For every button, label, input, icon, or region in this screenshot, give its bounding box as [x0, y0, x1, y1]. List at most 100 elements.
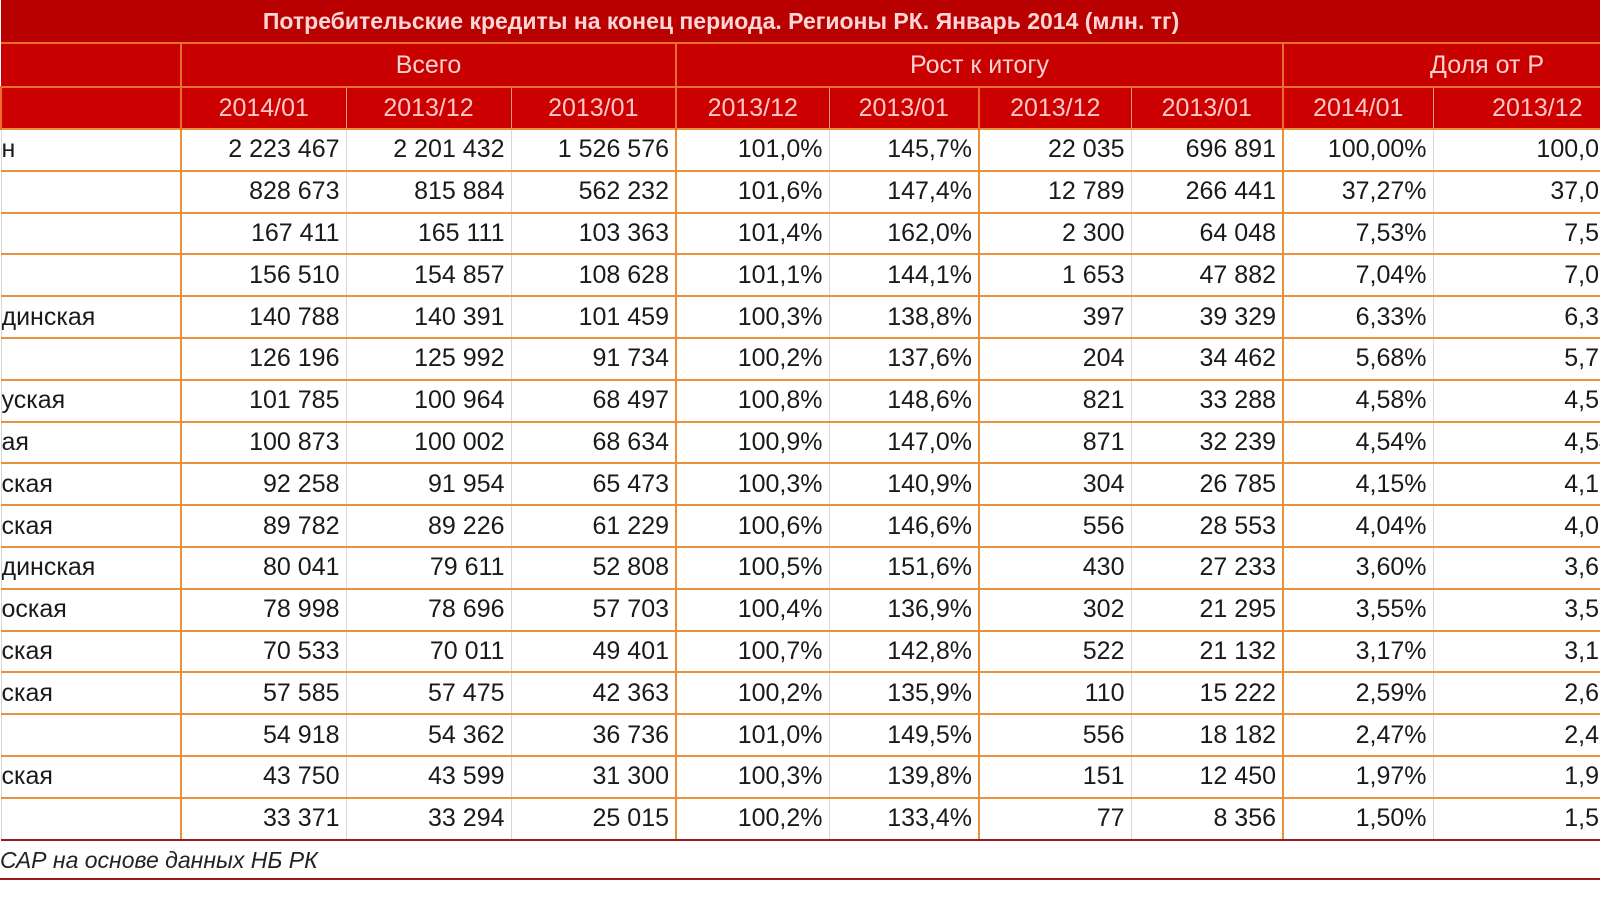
table-cell: 28 553 [1130, 504, 1283, 547]
table-cell: 815 884 [345, 169, 511, 213]
table-row: 156 510 154 857 108 628 101,1% 144,1% 1 653 47… [0, 253, 1600, 297]
table-cell: 100,6% [675, 504, 829, 547]
table-cell: 144,1% [828, 253, 979, 297]
table-row: ская 92 258 91 954 65 473 100,3% 140,9% 304 26 … [0, 462, 1600, 506]
table-cell: 4,18% [1432, 462, 1600, 506]
table-row: динская 80 041 79 611 52 808 100,5% 151,6% 430… [0, 545, 1600, 589]
table-cell: 204 [978, 336, 1131, 380]
table-cell: 828 673 [180, 169, 346, 213]
table-cell: 101,6% [675, 169, 829, 213]
column-header: 2013/12 [345, 87, 511, 129]
group-header-total: Всего [180, 43, 676, 88]
table-cell: 65 473 [510, 462, 676, 506]
table-cell: 2,59% [1282, 671, 1433, 715]
table-row: ая 100 873 100 002 68 634 100,9% 147,0% 871 32 … [0, 420, 1600, 464]
region-header [1, 43, 181, 88]
table-cell: 39 329 [1130, 295, 1283, 338]
table-cell: 31 300 [510, 754, 676, 798]
region-name [0, 796, 181, 841]
table-cell: 4,04% [1282, 504, 1433, 547]
table-cell: 68 634 [510, 420, 676, 464]
table-cell: 52 808 [510, 545, 676, 589]
table-cell: 70 533 [180, 629, 346, 673]
table-title: Потребительские кредиты на конец периода… [1, 0, 1600, 44]
table-cell: 151 [978, 754, 1131, 798]
table-cell: 100 964 [345, 378, 511, 422]
table-cell: 151,6% [828, 545, 979, 589]
column-header: 2013/12 [1432, 87, 1600, 129]
region-name: уская [0, 378, 181, 422]
table-cell: 5,72% [1432, 336, 1600, 380]
column-header: 2013/01 [1130, 87, 1283, 129]
table-cell: 125 992 [345, 336, 511, 380]
table-cell: 57 475 [345, 671, 511, 715]
table-cell: 33 294 [345, 796, 511, 841]
table-cell: 1 526 576 [510, 128, 676, 171]
table-cell: 110 [978, 671, 1131, 715]
table-cell: 165 111 [345, 211, 511, 255]
region-name: ская [0, 504, 181, 547]
table-cell: 89 782 [180, 504, 346, 547]
table-cell: 147,0% [828, 420, 979, 464]
region-name: оская [0, 587, 181, 631]
table-cell: 1,98% [1432, 754, 1600, 798]
table-cell: 302 [978, 587, 1131, 631]
table-cell: 33 288 [1130, 378, 1283, 422]
table-cell: 136,9% [828, 587, 979, 631]
region-name [0, 253, 181, 297]
table-row: 54 918 54 362 36 736 101,0% 149,5% 556 18 182 2… [0, 713, 1600, 756]
table-cell: 68 497 [510, 378, 676, 422]
table-cell: 100,00% [1282, 128, 1433, 171]
table-row: 828 673 815 884 562 232 101,6% 147,4% 12 789 2… [0, 169, 1600, 213]
table-cell: 162,0% [828, 211, 979, 255]
table-cell: 3,62% [1432, 545, 1600, 589]
table-cell: 138,8% [828, 295, 979, 338]
table-row: 33 371 33 294 25 015 100,2% 133,4% 77 8 356 1,5… [0, 796, 1600, 841]
table-cell: 54 362 [345, 713, 511, 756]
table-cell: 4,05% [1432, 504, 1600, 547]
table-cell: 142,8% [828, 629, 979, 673]
table-cell: 430 [978, 545, 1131, 589]
table-cell: 871 [978, 420, 1131, 464]
table-cell: 101 785 [180, 378, 346, 422]
table-cell: 79 611 [345, 545, 511, 589]
table-cell: 146,6% [828, 504, 979, 547]
table-cell: 3,55% [1282, 587, 1433, 631]
table-row: уская 101 785 100 964 68 497 100,8% 148,6% 821… [0, 378, 1600, 422]
region-name: динская [0, 295, 181, 338]
table-cell: 78 696 [345, 587, 511, 631]
table-cell: 25 015 [510, 796, 676, 841]
table-cell: 4,15% [1282, 462, 1433, 506]
table-row: динская 140 788 140 391 101 459 100,3% 138,8%… [0, 295, 1600, 338]
table-cell: 43 599 [345, 754, 511, 798]
region-name: ская [0, 754, 181, 798]
table-cell: 37,06% [1432, 169, 1600, 213]
table-cell: 167 411 [180, 211, 346, 255]
table-cell: 47 882 [1130, 253, 1283, 297]
table-cell: 397 [978, 295, 1131, 338]
table-cell: 4,54% [1432, 420, 1600, 464]
table-cell: 89 226 [345, 504, 511, 547]
table-cell: 7,50% [1432, 211, 1600, 255]
table-cell: 43 750 [180, 754, 346, 798]
table-cell: 100,4% [675, 587, 829, 631]
table-cell: 101,0% [675, 128, 829, 171]
table-cell: 108 628 [510, 253, 676, 297]
region-name [0, 713, 181, 756]
table-cell: 26 785 [1130, 462, 1283, 506]
table-cell: 18 182 [1130, 713, 1283, 756]
table-cell: 2,47% [1432, 713, 1600, 756]
region-subheader [0, 87, 181, 129]
table-cell: 77 [978, 796, 1131, 841]
table-cell: 64 048 [1130, 211, 1283, 255]
table-cell: 7,04% [1282, 253, 1433, 297]
table-cell: 266 441 [1130, 169, 1283, 213]
table-row: ская 43 750 43 599 31 300 100,3% 139,8% 151 12 … [0, 754, 1600, 798]
table-cell: 556 [978, 713, 1131, 756]
table-cell: 100 873 [180, 420, 346, 464]
table-cell: 2,61% [1432, 671, 1600, 715]
table-cell: 7,03% [1432, 253, 1600, 297]
table-cell: 70 011 [345, 629, 511, 673]
table-cell: 12 789 [978, 169, 1131, 213]
